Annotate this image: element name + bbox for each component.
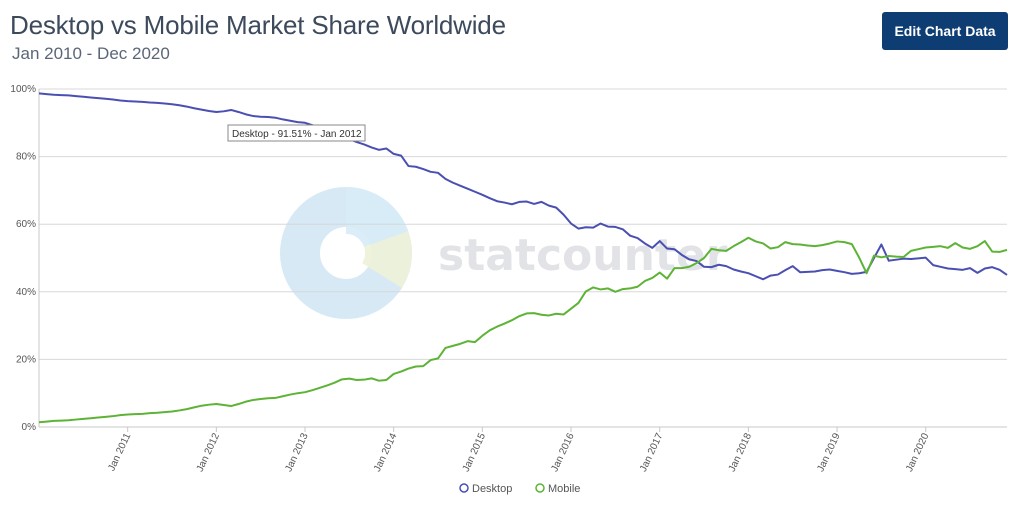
watermark-text: statcounter	[438, 230, 728, 281]
x-tick-label: Jan 2012	[195, 431, 223, 473]
x-tick-label: Jan 2014	[372, 431, 400, 473]
x-tick-label: Jan 2020	[904, 431, 932, 473]
y-tick-label: 40%	[16, 287, 36, 298]
watermark-logo-segment-right	[362, 231, 412, 288]
x-tick-label: Jan 2015	[461, 431, 489, 473]
plot-background	[39, 89, 1007, 427]
y-tick-label: 60%	[16, 219, 36, 230]
series-line-desktop[interactable]	[38, 92, 1008, 281]
edit-chart-data-button[interactable]: Edit Chart Data	[882, 12, 1008, 50]
y-tick-label: 80%	[16, 152, 36, 163]
y-tick-label: 0%	[22, 422, 37, 433]
x-tick-label: Jan 2011	[106, 431, 133, 473]
x-tick-label: Jan 2019	[815, 431, 843, 473]
x-tick-label: Jan 2016	[549, 431, 577, 473]
x-tick-label: Jan 2013	[283, 431, 311, 473]
chart-subtitle: Jan 2010 - Dec 2020	[12, 44, 170, 63]
x-tick-label: Jan 2017	[638, 431, 666, 473]
y-tick-label: 20%	[16, 354, 36, 365]
legend-label-desktop[interactable]: Desktop	[472, 483, 512, 495]
legend-label-mobile[interactable]: Mobile	[548, 483, 580, 495]
series-line-mobile[interactable]	[38, 236, 1008, 424]
watermark-logo-center	[327, 234, 365, 272]
watermark-logo-segment-top	[346, 187, 408, 247]
x-tick-label: Jan 2018	[727, 431, 755, 473]
tooltip-box	[227, 124, 366, 142]
legend-marker-mobile[interactable]	[535, 483, 545, 493]
tooltip-text: Desktop - 91.51% - Jan 2012	[232, 129, 362, 140]
chart-title: Desktop vs Mobile Market Share Worldwide	[10, 10, 506, 40]
legend-marker-desktop[interactable]	[459, 483, 469, 493]
y-tick-label: 100%	[10, 84, 36, 95]
